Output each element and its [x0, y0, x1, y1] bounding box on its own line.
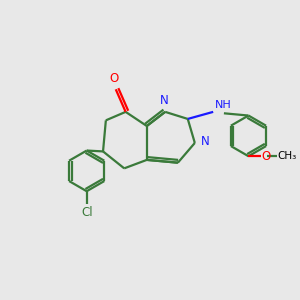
Text: O: O [262, 150, 271, 163]
Text: N: N [159, 94, 168, 107]
Text: NH: NH [214, 100, 231, 110]
Text: CH₃: CH₃ [277, 151, 296, 161]
Text: N: N [201, 135, 210, 148]
Text: Cl: Cl [81, 206, 92, 219]
Text: O: O [110, 72, 119, 85]
